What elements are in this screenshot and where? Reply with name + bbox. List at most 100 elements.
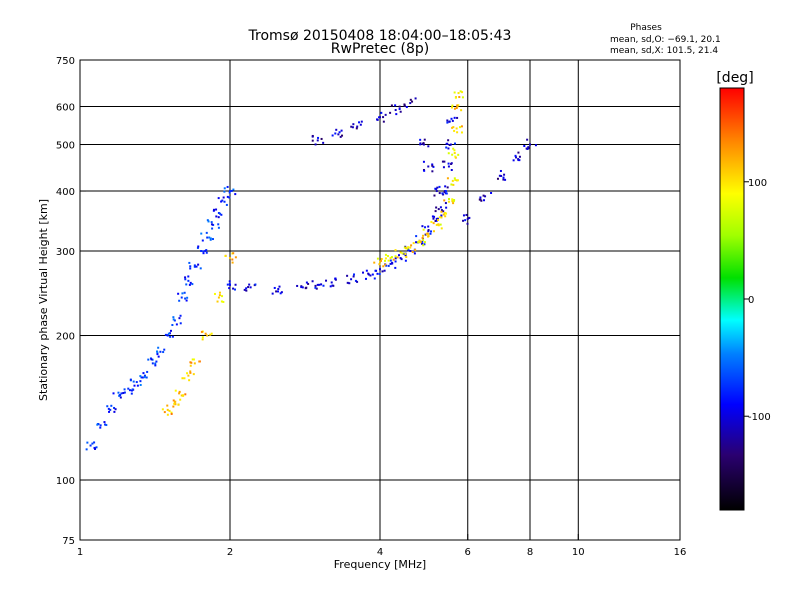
scatter-point [433, 194, 436, 197]
scatter-point [398, 107, 401, 110]
scatter-point [163, 411, 166, 414]
scatter-point [107, 407, 110, 410]
scatter-point [296, 284, 299, 287]
scatter-point [418, 241, 421, 244]
scatter-point [443, 160, 446, 163]
scatter-point [193, 358, 196, 361]
scatter-point [109, 408, 112, 411]
scatter-point [197, 263, 200, 266]
scatter-point [512, 159, 515, 162]
scatter-point [143, 376, 146, 379]
scatter-point [440, 214, 443, 217]
scatter-point [172, 399, 175, 402]
scatter-point [314, 286, 317, 289]
scatter-point [399, 257, 402, 260]
scatter-point [182, 394, 185, 397]
scatter-point [221, 295, 224, 298]
y-tick-label: 100 [56, 476, 75, 487]
scatter-point [456, 105, 459, 108]
scatter-point [210, 332, 213, 335]
scatter-point [202, 252, 205, 255]
scatter-point [441, 192, 444, 195]
scatter-point [445, 206, 448, 209]
scatter-point [139, 383, 142, 386]
scatter-point [444, 212, 447, 215]
scatter-point [172, 316, 175, 319]
scatter-point [518, 155, 521, 158]
scatter-point [515, 156, 518, 159]
scatter-point [448, 198, 451, 201]
scatter-point [198, 360, 201, 363]
scatter-point [465, 213, 468, 216]
colorbar-tick-label: 0 [748, 295, 754, 306]
scatter-point [454, 156, 457, 159]
scatter-point [448, 144, 451, 147]
scatter-point [534, 144, 537, 147]
scatter-point [446, 177, 449, 180]
scatter-point [449, 143, 452, 146]
scatter-point [232, 287, 235, 290]
scatter-point [459, 90, 462, 93]
scatter-point [422, 238, 425, 241]
scatter-point [197, 245, 200, 248]
scatter-point [443, 199, 446, 202]
scatter-point [502, 176, 505, 179]
scatter-point [190, 361, 193, 364]
scatter-point [188, 379, 191, 382]
scatter-point [392, 258, 395, 261]
scatter-point [435, 223, 438, 226]
scatter-point [277, 290, 280, 293]
scatter-point [405, 256, 408, 259]
scatter-point [108, 410, 111, 413]
scatter-point [170, 411, 173, 414]
scatter-point [451, 104, 454, 107]
scatter-point [166, 404, 169, 407]
scatter-point [479, 196, 482, 199]
scatter-point [389, 257, 392, 260]
scatter-point [170, 412, 173, 415]
scatter-point [213, 292, 216, 295]
scatter-point [400, 258, 403, 261]
scatter-point [320, 137, 323, 140]
scatter-point [218, 291, 221, 294]
scatter-point [174, 403, 177, 406]
scatter-point [189, 281, 192, 284]
scatter-point [453, 149, 456, 152]
scatter-point [204, 332, 207, 335]
scatter-point [317, 136, 320, 139]
scatter-point [179, 322, 182, 325]
scatter-point [398, 105, 401, 108]
scatter-point [346, 274, 349, 277]
scatter-point [453, 91, 456, 94]
scatter-point [444, 192, 447, 195]
scatter-point [445, 142, 448, 145]
scatter-point [223, 187, 226, 190]
scatter-point [439, 206, 442, 209]
scatter-point [159, 350, 162, 353]
scatter-point [444, 185, 447, 188]
phases-line-x: mean, sd,X: 101.5, 21.4 [610, 46, 718, 56]
scatter-point [362, 271, 365, 274]
scatter-point [498, 174, 501, 177]
scatter-point [245, 287, 248, 290]
scatter-point [381, 270, 384, 273]
scatter-point [440, 216, 443, 219]
scatter-point [450, 162, 453, 165]
scatter-point [437, 224, 440, 227]
scatter-point [189, 267, 192, 270]
scatter-point [450, 117, 453, 120]
scatter-point [460, 125, 463, 128]
scatter-point [435, 190, 438, 193]
scatter-point [184, 297, 187, 300]
scatter-point [145, 376, 148, 379]
scatter-point [423, 241, 426, 244]
scatter-point [453, 107, 456, 110]
scatter-point [249, 286, 252, 289]
scatter-point [504, 178, 507, 181]
scatter-point [174, 389, 177, 392]
scatter-point [403, 103, 406, 106]
scatter-point [394, 257, 397, 260]
scatter-point [217, 212, 220, 215]
scatter-point [443, 190, 446, 193]
scatter-point [389, 111, 392, 114]
